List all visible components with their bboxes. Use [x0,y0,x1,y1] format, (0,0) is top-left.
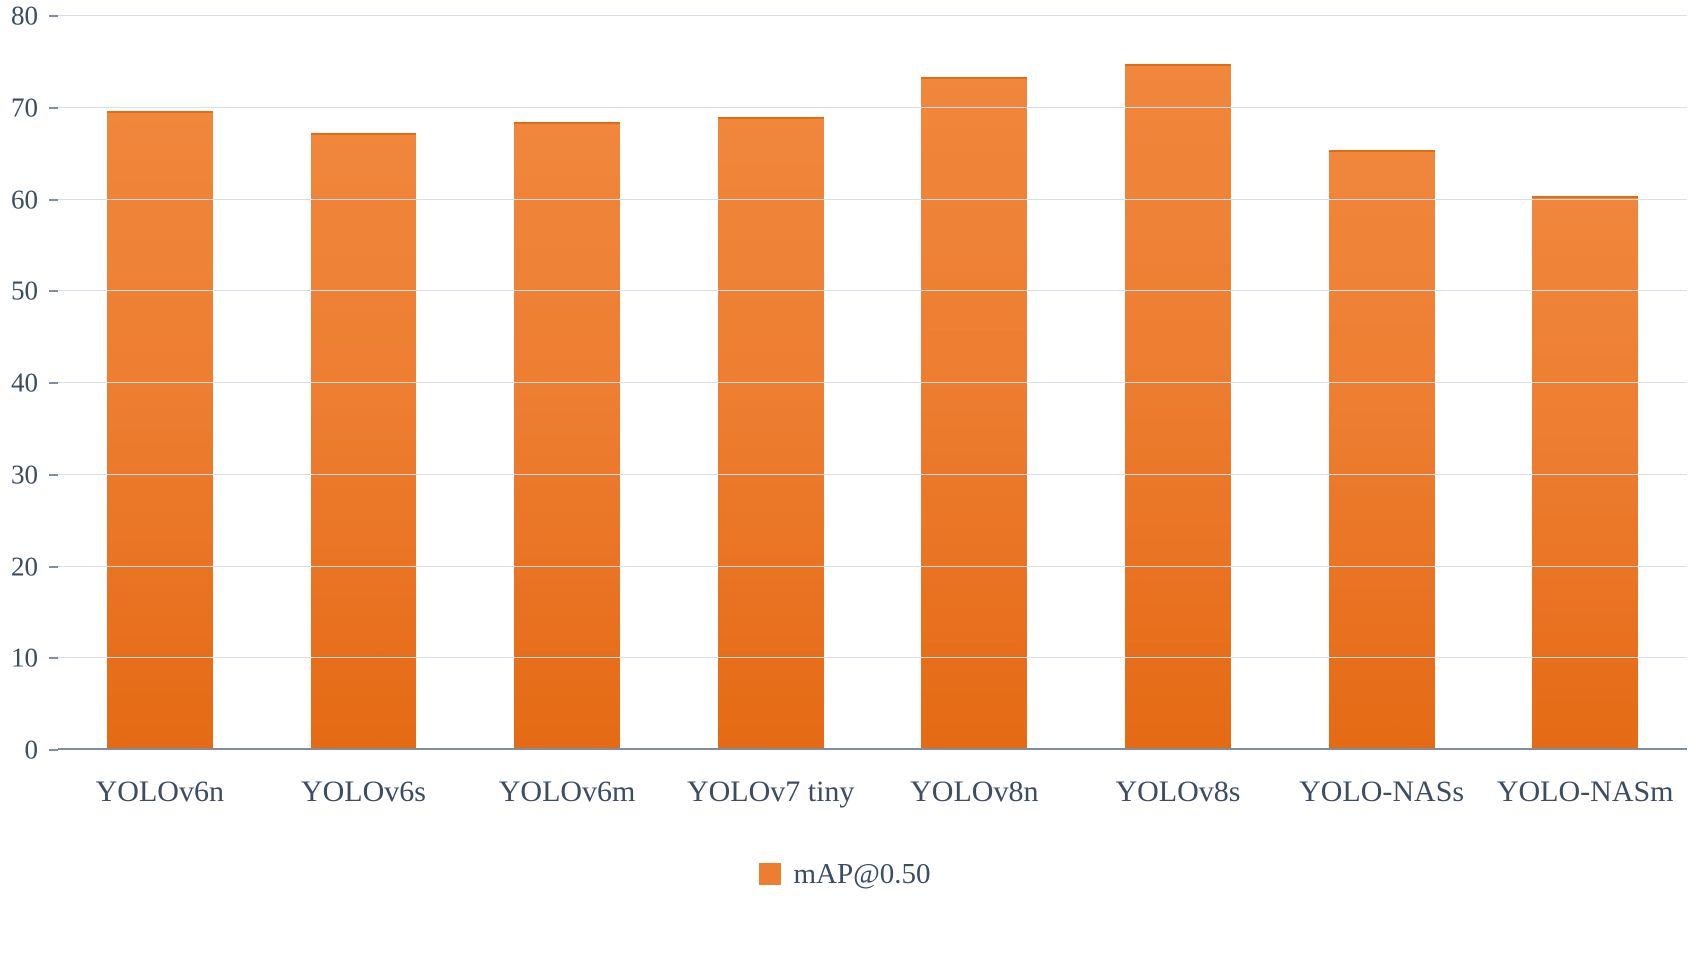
legend-label: mAP@0.50 [793,857,931,890]
bar [1328,149,1435,750]
y-tick-label: 80 [11,0,38,31]
bar [514,121,620,750]
y-tick-label: 10 [11,642,38,673]
bars-row [58,16,1687,750]
bar-slot [58,16,262,750]
legend: mAP@0.50 [0,852,1690,896]
category-label: YOLO-NASm [1496,775,1674,808]
bar-slot [1076,16,1280,750]
bar-slot [873,16,1077,750]
y-axis-tick [49,290,58,293]
y-axis-tick [49,749,58,751]
gridline [58,473,1687,475]
gridline [58,290,1687,292]
y-tick-label: 0 [24,734,39,765]
bar [921,76,1028,750]
y-axis: 0 10 20 30 40 50 60 70 80 [0,2,38,763]
y-axis-tick [49,15,58,17]
y-axis-tick [49,382,58,384]
category-label: YOLOv6s [300,775,426,808]
category-label: YOLOv6m [498,775,636,808]
gridline [58,657,1687,659]
bar [1125,63,1231,750]
category-label: YOLOv8s [1115,775,1241,808]
y-tick-label: 60 [11,184,38,214]
y-axis-tick [49,473,58,476]
bar-slot [465,16,669,750]
gridline [58,565,1687,567]
y-axis-tick [49,565,58,568]
y-tick-label: 40 [11,367,38,398]
category-label: YOLOv7 tiny [686,775,855,808]
gridline [58,15,1687,16]
bar-slot [669,16,873,750]
bar [717,116,824,750]
gridline [58,748,1687,750]
plot-area [49,15,1687,751]
bar-slot [262,16,466,750]
y-tick-label: 20 [11,551,38,581]
category-label: YOLOv6n [95,775,224,808]
y-tick-label: 70 [11,92,38,123]
bar-slot [1483,16,1687,750]
bar [310,132,417,750]
y-tick-label: 50 [11,275,38,306]
legend-swatch [759,863,782,885]
y-axis-tick [49,657,58,660]
y-axis-tick [49,106,58,109]
x-labels-row: YOLOv6n YOLOv6s YOLOv6m YOLOv7 tiny YOLOv8n Y… [58,768,1687,816]
y-tick-label: 30 [11,459,38,490]
gridline [58,198,1687,200]
gridline [58,382,1687,383]
bar-slot [1280,16,1484,750]
category-label: YOLOv8n [910,775,1039,808]
gridline [58,106,1687,108]
bar [106,110,213,750]
category-label: YOLO-NASs [1299,775,1465,808]
y-axis-tick [49,198,58,201]
